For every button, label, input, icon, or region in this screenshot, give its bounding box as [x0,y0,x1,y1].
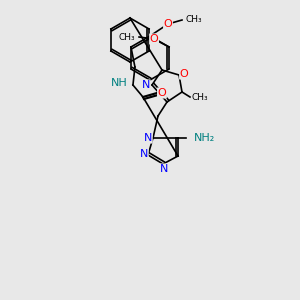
Text: NH₂: NH₂ [194,133,215,143]
Text: N: N [160,164,168,174]
Text: CH₃: CH₃ [118,32,135,41]
Text: N: N [140,149,148,159]
Text: N: N [144,133,152,143]
Text: O: O [164,19,172,29]
Text: O: O [158,88,166,98]
Text: O: O [180,69,188,79]
Text: N: N [142,80,150,90]
Text: CH₃: CH₃ [192,92,208,101]
Text: NH: NH [111,78,128,88]
Text: O: O [150,34,158,44]
Text: CH₃: CH₃ [186,16,202,25]
